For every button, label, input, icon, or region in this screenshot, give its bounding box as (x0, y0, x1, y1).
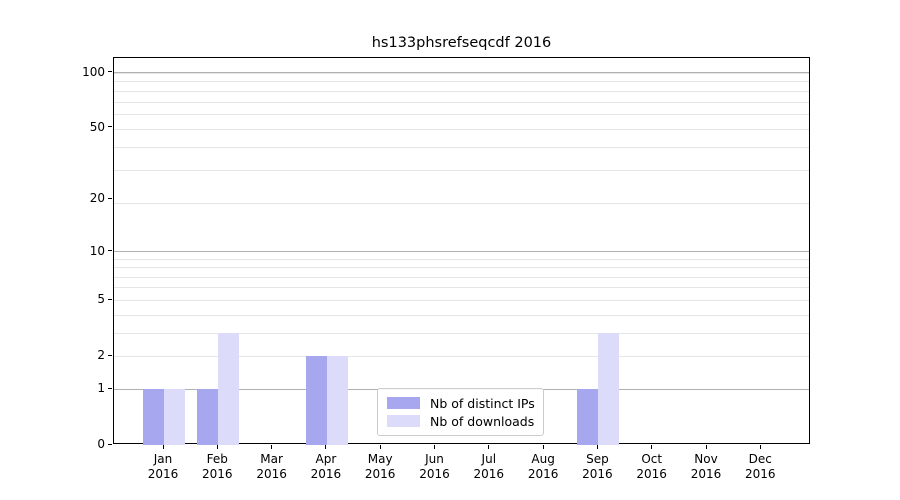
bar-downloads (598, 333, 620, 445)
x-tick-label: Aug 2016 (527, 452, 559, 481)
legend-row-distinct-ips: Nb of distinct IPs (387, 394, 535, 412)
legend: Nb of distinct IPs Nb of downloads (377, 388, 544, 436)
grid-line-minor (114, 332, 809, 334)
x-tick-mark (434, 445, 435, 449)
y-tick-label: 5 (97, 292, 105, 307)
y-tick-label: 2 (97, 348, 105, 363)
x-tick-label: Jan 2016 (147, 452, 179, 481)
y-tick-mark (108, 443, 112, 445)
x-tick-mark (271, 445, 273, 449)
x-tick-mark (162, 445, 164, 449)
bar-downloads (326, 356, 348, 445)
grid-line-minor (114, 146, 809, 148)
y-tick-label: 10 (89, 243, 105, 258)
y-tick-mark (108, 197, 112, 199)
x-tick-label: Mar 2016 (256, 452, 287, 481)
grid-line-minor (114, 101, 809, 103)
grid-line-minor (114, 114, 809, 116)
x-tick-label: May 2016 (364, 452, 396, 481)
y-tick-label: 50 (89, 119, 105, 134)
grid-line-minor (114, 276, 809, 278)
x-tick-mark (379, 445, 381, 449)
legend-swatch-distinct-ips (387, 397, 420, 409)
bar-distinct-ips (197, 389, 219, 445)
x-tick-mark (216, 445, 218, 449)
x-tick-label: Jul 2016 (473, 452, 505, 481)
grid-line-minor (114, 314, 809, 316)
bar-distinct-ips (305, 356, 327, 445)
y-tick-label: 100 (82, 64, 105, 79)
grid-line-minor (114, 170, 809, 172)
y-tick-label: 1 (97, 381, 105, 396)
grid-line-minor (114, 267, 809, 269)
y-tick-mark (108, 250, 112, 251)
grid-line-minor (114, 258, 809, 260)
x-tick-mark (596, 445, 598, 449)
legend-label-distinct-ips: Nb of distinct IPs (430, 395, 535, 411)
y-tick-mark (108, 71, 112, 73)
x-tick-mark (325, 445, 327, 449)
x-tick-label: Oct 2016 (636, 452, 667, 481)
x-tick-mark (651, 445, 653, 449)
grid-line-minor (114, 128, 809, 130)
grid-line-major (114, 72, 809, 74)
y-tick-mark (108, 354, 112, 356)
legend-row-downloads: Nb of downloads (387, 412, 534, 430)
bar-downloads (164, 389, 185, 445)
grid-line-minor (114, 81, 809, 83)
grid-line-minor (114, 287, 809, 289)
x-tick-label: Apr 2016 (310, 452, 342, 481)
x-tick-label: Feb 2016 (202, 452, 233, 481)
x-tick-label: Dec 2016 (745, 452, 776, 481)
y-tick-mark (108, 298, 112, 300)
grid-line-minor (114, 90, 809, 92)
grid-line-minor (114, 299, 809, 301)
grid-line-minor (114, 355, 809, 357)
y-tick-mark (108, 387, 112, 389)
y-tick-label: 0 (97, 437, 105, 451)
grid-line-major (114, 251, 809, 252)
bar-distinct-ips (577, 389, 599, 445)
y-tick-label: 20 (89, 191, 105, 206)
x-tick-mark (542, 445, 544, 449)
x-tick-mark (488, 445, 490, 449)
grid-line-minor (114, 202, 809, 204)
bar-downloads (218, 333, 240, 445)
plot-area (113, 57, 810, 445)
y-tick-mark (108, 126, 112, 128)
legend-label-downloads: Nb of downloads (430, 413, 535, 429)
x-tick-label: Sep 2016 (582, 452, 613, 481)
chart-title: hs133phsrefseqcdf 2016 (371, 35, 552, 51)
x-tick-mark (705, 445, 707, 449)
bar-distinct-ips (143, 389, 164, 445)
grid-line-minor (114, 72, 809, 74)
legend-swatch-downloads (387, 415, 420, 427)
x-tick-mark (759, 445, 761, 449)
x-tick-label: Nov 2016 (690, 452, 722, 481)
x-tick-label: Jun 2016 (419, 452, 450, 481)
